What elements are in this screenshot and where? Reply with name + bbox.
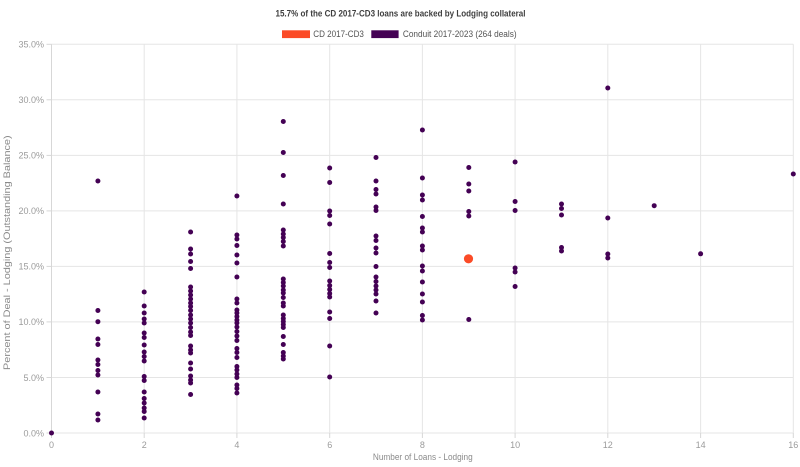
svg-text:Percent of Deal - Lodging (Out: Percent of Deal - Lodging (Outstanding B… [2, 135, 12, 370]
svg-text:CD 2017-CD3: CD 2017-CD3 [313, 29, 364, 39]
svg-text:2: 2 [142, 440, 147, 450]
svg-text:4: 4 [234, 440, 239, 450]
svg-text:8: 8 [420, 440, 425, 450]
svg-text:25.0%: 25.0% [18, 151, 44, 161]
svg-text:0: 0 [49, 440, 54, 450]
svg-text:15.7% of the CD 2017-CD3 loans: 15.7% of the CD 2017-CD3 loans are backe… [276, 9, 526, 19]
svg-text:20.0%: 20.0% [18, 206, 44, 216]
svg-text:6: 6 [327, 440, 332, 450]
svg-text:14: 14 [696, 440, 706, 450]
svg-text:5.0%: 5.0% [23, 373, 44, 383]
svg-text:0.0%: 0.0% [23, 428, 44, 438]
svg-text:30.0%: 30.0% [18, 95, 44, 105]
svg-text:Number of Loans - Lodging: Number of Loans - Lodging [373, 452, 473, 462]
svg-text:12: 12 [603, 440, 613, 450]
svg-text:Conduit 2017-2023 (264 deals): Conduit 2017-2023 (264 deals) [403, 29, 517, 39]
svg-text:15.0%: 15.0% [18, 262, 44, 272]
svg-text:16: 16 [788, 440, 798, 450]
svg-text:10.0%: 10.0% [18, 317, 44, 327]
svg-text:35.0%: 35.0% [18, 40, 44, 50]
svg-text:10: 10 [510, 440, 520, 450]
